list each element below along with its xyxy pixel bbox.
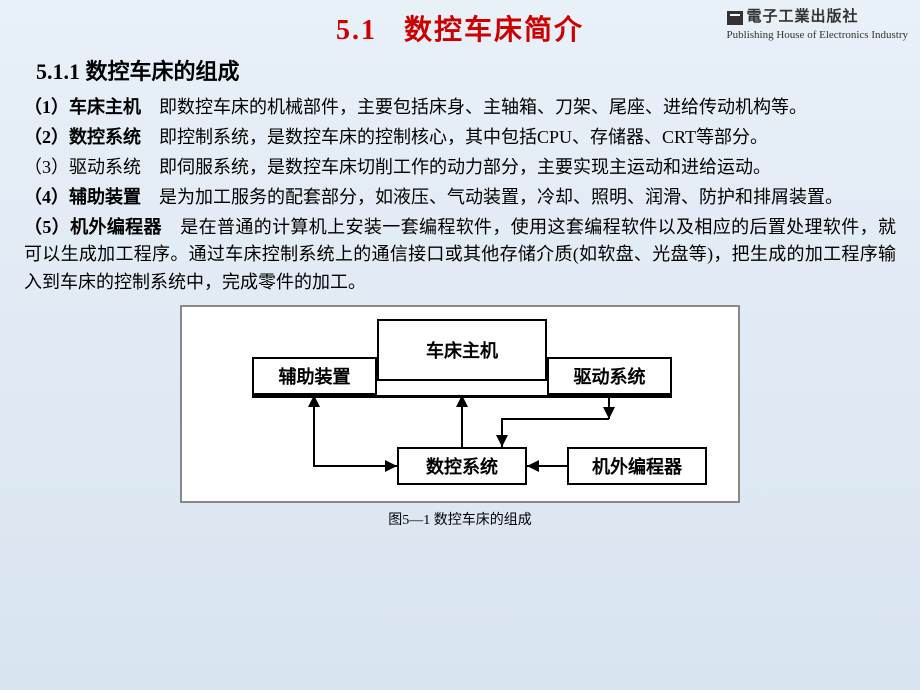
- item-number: （3）: [24, 157, 69, 177]
- diagram-box-drive: 驱动系统: [547, 357, 672, 395]
- publisher-icon: [727, 11, 743, 25]
- item-body: 是为加工服务的配套部分，如液压、气动装置，冷却、照明、润滑、防护和排屑装置。: [141, 187, 843, 207]
- subsection-heading: 5.1.1 数控车床的组成: [0, 48, 920, 90]
- publisher-mark: 電子工業出版社 Publishing House of Electronics …: [727, 8, 908, 42]
- definition-item: （4）辅助装置 是为加工服务的配套部分，如液压、气动装置，冷却、照明、润滑、防护…: [24, 184, 896, 212]
- diagram-box-aux: 辅助装置: [252, 357, 377, 395]
- item-lead: 数控系统: [69, 127, 141, 147]
- diagram-box-main: 车床主机: [377, 319, 547, 381]
- composition-diagram: 车床主机辅助装置 驱动系统数控系统 机外编程器: [180, 305, 740, 503]
- definition-item: （5）机外编程器 是在普通的计算机上安装一套编程软件，使用这套编程软件以及相应的…: [24, 214, 896, 298]
- body-text: （1）车床主机 即数控车床的机械部件，主要包括床身、主轴箱、刀架、尾座、进给传动…: [0, 90, 920, 297]
- item-body: 即控制系统，是数控车床的控制核心，其中包括CPU、存储器、CRT等部分。: [141, 127, 768, 147]
- item-number: （1）: [24, 97, 69, 117]
- section-title-text: 数控车床简介: [404, 15, 584, 46]
- item-body: 即数控车床的机械部件，主要包括床身、主轴箱、刀架、尾座、进给传动机构等。: [141, 97, 807, 117]
- diagram-box-prog: 机外编程器: [567, 447, 707, 485]
- item-lead: 车床主机: [69, 97, 141, 117]
- item-lead: 机外编程器: [70, 217, 162, 237]
- item-number: （5）: [24, 217, 70, 237]
- baseline: [252, 395, 672, 398]
- definition-item: （1）车床主机 即数控车床的机械部件，主要包括床身、主轴箱、刀架、尾座、进给传动…: [24, 94, 896, 122]
- item-lead: 辅助装置: [69, 187, 141, 207]
- definition-item: （3）驱动系统 即伺服系统，是数控车床切削工作的动力部分，主要实现主运动和进给运…: [24, 154, 896, 182]
- item-number: （2）: [24, 127, 69, 147]
- figure-caption: 图5—1 数控车床的组成: [0, 509, 920, 529]
- publisher-cn: 電子工業出版社: [747, 9, 859, 25]
- section-number: 5.1: [336, 15, 377, 46]
- publisher-en: Publishing House of Electronics Industry: [727, 28, 908, 42]
- diagram-box-cnc: 数控系统: [397, 447, 527, 485]
- item-lead: 驱动系统: [69, 157, 141, 177]
- definition-item: （2）数控系统 即控制系统，是数控车床的控制核心，其中包括CPU、存储器、CRT…: [24, 124, 896, 152]
- item-number: （4）: [24, 187, 69, 207]
- item-body: 即伺服系统，是数控车床切削工作的动力部分，主要实现主运动和进给运动。: [141, 157, 771, 177]
